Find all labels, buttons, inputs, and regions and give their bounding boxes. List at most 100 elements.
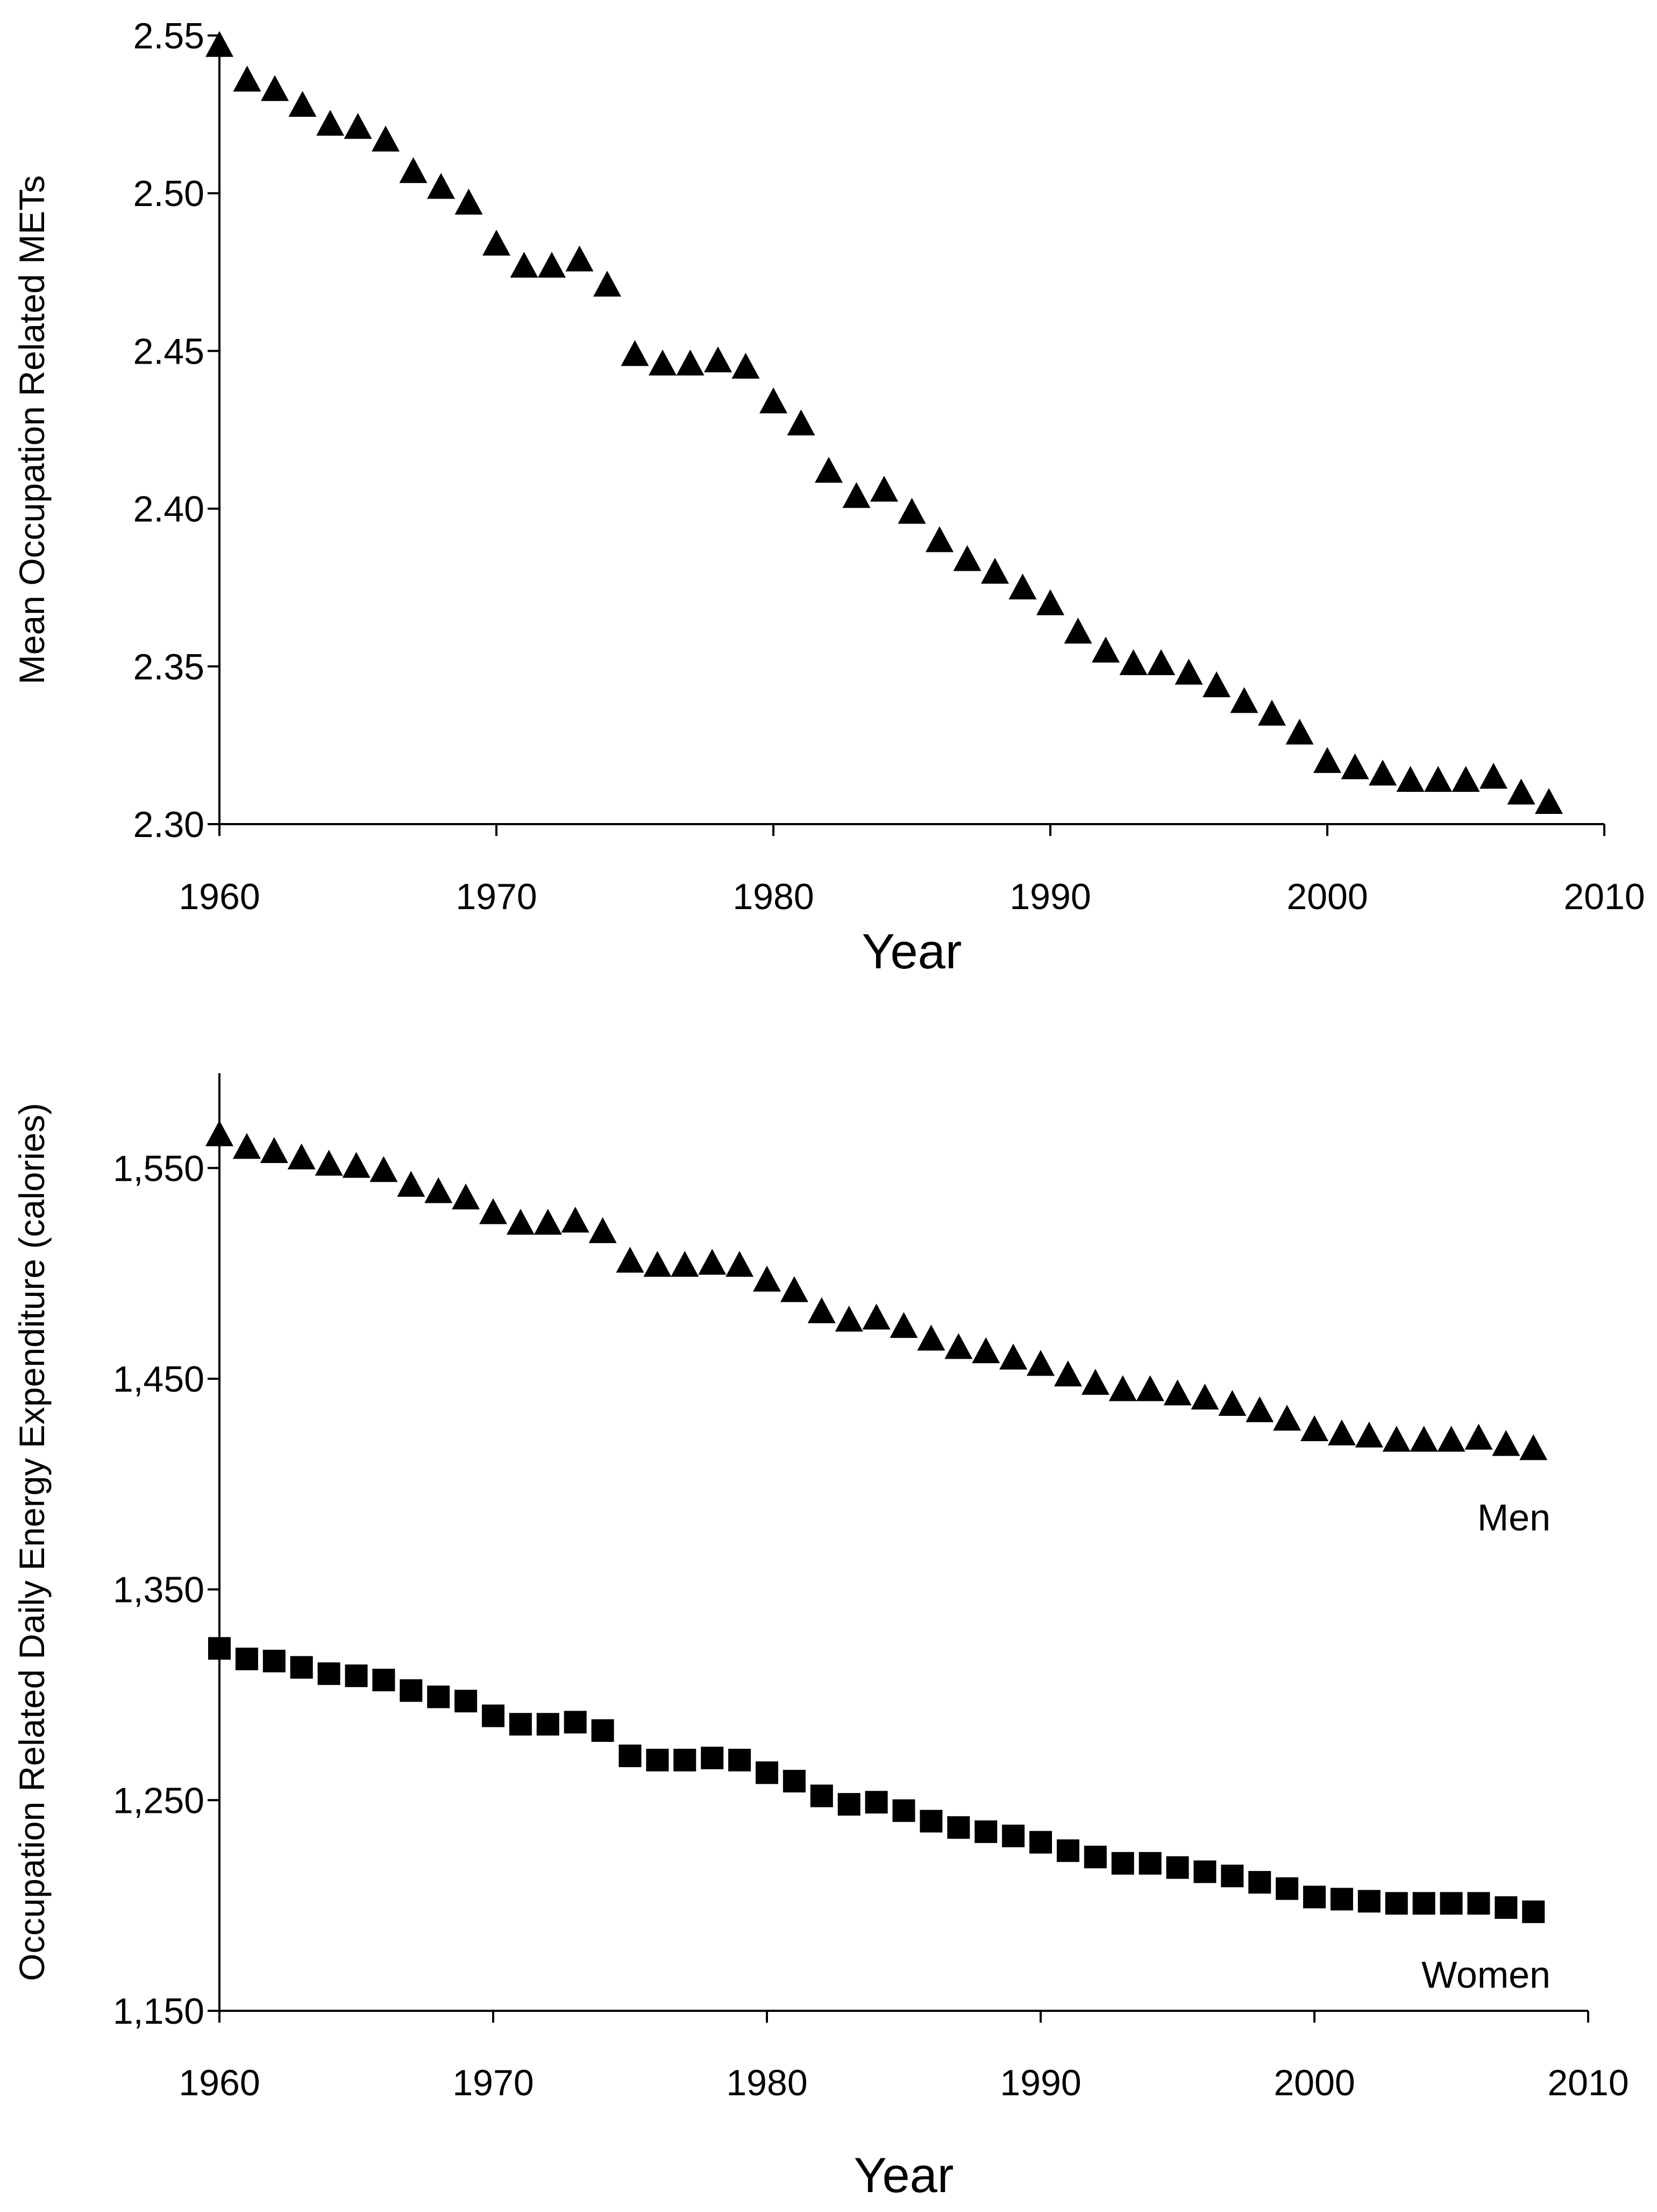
data-point-triangle	[1147, 649, 1175, 676]
y-tick-label: 1,550	[113, 1148, 204, 1189]
data-point-triangle	[593, 271, 621, 297]
data-point-triangle	[261, 75, 289, 101]
data-point-triangle	[1492, 1430, 1520, 1456]
data-point-triangle	[726, 1251, 754, 1277]
data-point-triangle	[1008, 573, 1037, 600]
panel-energy-expenditure: 1960 1970 1980 1990 2000 2010 1,150 1,250 1,350 1…	[12, 1073, 1629, 2203]
data-point-triangle	[369, 1156, 398, 1182]
data-point-triangle	[506, 1209, 535, 1235]
data-point-triangle	[676, 349, 705, 375]
data-point-triangle	[205, 31, 233, 57]
y-tick-label: 2.35	[133, 647, 204, 687]
panel-mets: 1960 1970 1980 1990 2000 2010 2.30 2.35 2.40 2.45…	[12, 16, 1645, 979]
data-point-triangle	[315, 1150, 343, 1176]
data-point-triangle	[1054, 1360, 1082, 1387]
data-point-triangle	[316, 110, 344, 136]
data-point-triangle	[835, 1306, 863, 1332]
data-point-square	[1276, 1877, 1299, 1900]
data-point-triangle	[1452, 765, 1480, 792]
data-point-triangle	[1382, 1426, 1411, 1452]
data-point-square	[810, 1784, 833, 1807]
x-axis-title: Year	[854, 2148, 954, 2203]
data-point-triangle	[1230, 687, 1258, 713]
data-point-square	[564, 1711, 587, 1734]
y-tick-label: 2.40	[133, 489, 204, 530]
data-point-square	[509, 1713, 532, 1736]
data-point-square	[400, 1679, 423, 1702]
data-point-square	[1330, 1888, 1353, 1911]
data-point-triangle	[427, 173, 455, 199]
data-point-square	[1193, 1860, 1217, 1883]
data-point-triangle	[1273, 1405, 1302, 1431]
data-point-triangle	[1175, 658, 1203, 685]
data-point-triangle	[1203, 671, 1231, 698]
data-point-square	[618, 1745, 642, 1768]
x-axis-title: Year	[862, 924, 962, 979]
data-point-square	[756, 1761, 778, 1784]
data-point-square	[591, 1719, 614, 1742]
data-point-square	[1303, 1885, 1326, 1909]
data-point-triangle	[479, 1198, 507, 1224]
data-point-square	[783, 1770, 806, 1793]
data-point-square	[947, 1816, 970, 1839]
data-point-square	[235, 1647, 258, 1670]
data-point-triangle	[815, 457, 843, 483]
data-point-triangle	[452, 1183, 480, 1210]
data-point-square	[1385, 1892, 1408, 1915]
data-point-triangle	[643, 1251, 672, 1277]
data-point-square	[536, 1713, 559, 1736]
data-point-triangle	[999, 1343, 1028, 1370]
data-point-triangle	[397, 1171, 425, 1197]
data-point-square	[208, 1637, 231, 1660]
data-point-triangle	[649, 349, 677, 375]
data-point-triangle	[424, 1177, 453, 1203]
data-point-triangle	[1064, 618, 1092, 644]
data-point-triangle	[731, 352, 760, 379]
data-point-triangle	[704, 346, 732, 373]
data-point-triangle	[807, 1297, 836, 1323]
data-point-triangle	[1218, 1389, 1247, 1416]
y-tick-label: 2.55	[133, 16, 204, 56]
x-tick-label: 1990	[1009, 876, 1091, 917]
y-axis-title: Occupation Related Daily Energy Expendit…	[12, 1103, 52, 1981]
data-point-triangle	[1424, 765, 1452, 792]
data-point-triangle	[288, 91, 317, 117]
data-point-triangle	[1285, 718, 1314, 745]
data-point-triangle	[399, 157, 428, 183]
data-point-square	[482, 1704, 504, 1727]
x-tick-label: 2010	[1563, 876, 1645, 917]
data-point-triangle	[1341, 753, 1369, 779]
data-point-square	[892, 1799, 915, 1822]
data-point-triangle	[1081, 1369, 1110, 1395]
x-tick-label: 2000	[1286, 876, 1368, 917]
data-point-triangle	[1369, 760, 1397, 786]
data-point-triangle	[1535, 788, 1563, 814]
data-point-triangle	[1437, 1426, 1466, 1452]
data-point-square	[1002, 1824, 1025, 1847]
data-point-square	[345, 1664, 368, 1688]
series-women	[208, 1637, 1545, 1923]
data-point-triangle	[1396, 765, 1425, 792]
data-point-triangle	[1519, 1434, 1548, 1461]
data-point-square	[1029, 1831, 1052, 1854]
data-point-triangle	[1258, 699, 1286, 726]
x-tick-label: 1980	[733, 876, 814, 917]
data-point-square	[262, 1649, 286, 1672]
data-point-square	[1221, 1864, 1244, 1888]
data-point-triangle	[1410, 1426, 1438, 1452]
data-point-triangle	[260, 1137, 288, 1164]
data-point-triangle	[205, 1120, 233, 1146]
data-point-square	[646, 1748, 669, 1771]
y-tick-label: 1,450	[113, 1359, 204, 1400]
data-point-triangle	[842, 482, 871, 508]
y-tick-label: 2.50	[133, 173, 204, 214]
data-point-square	[1111, 1852, 1134, 1875]
data-point-triangle	[972, 1337, 1000, 1364]
x-tick-label: 1970	[452, 2062, 534, 2103]
data-point-square	[837, 1793, 860, 1816]
data-point-square	[1056, 1839, 1079, 1862]
y-axis-title: Mean Occupation Related METs	[12, 175, 52, 684]
data-point-square	[975, 1820, 998, 1844]
x-tick-label: 1960	[179, 876, 260, 917]
